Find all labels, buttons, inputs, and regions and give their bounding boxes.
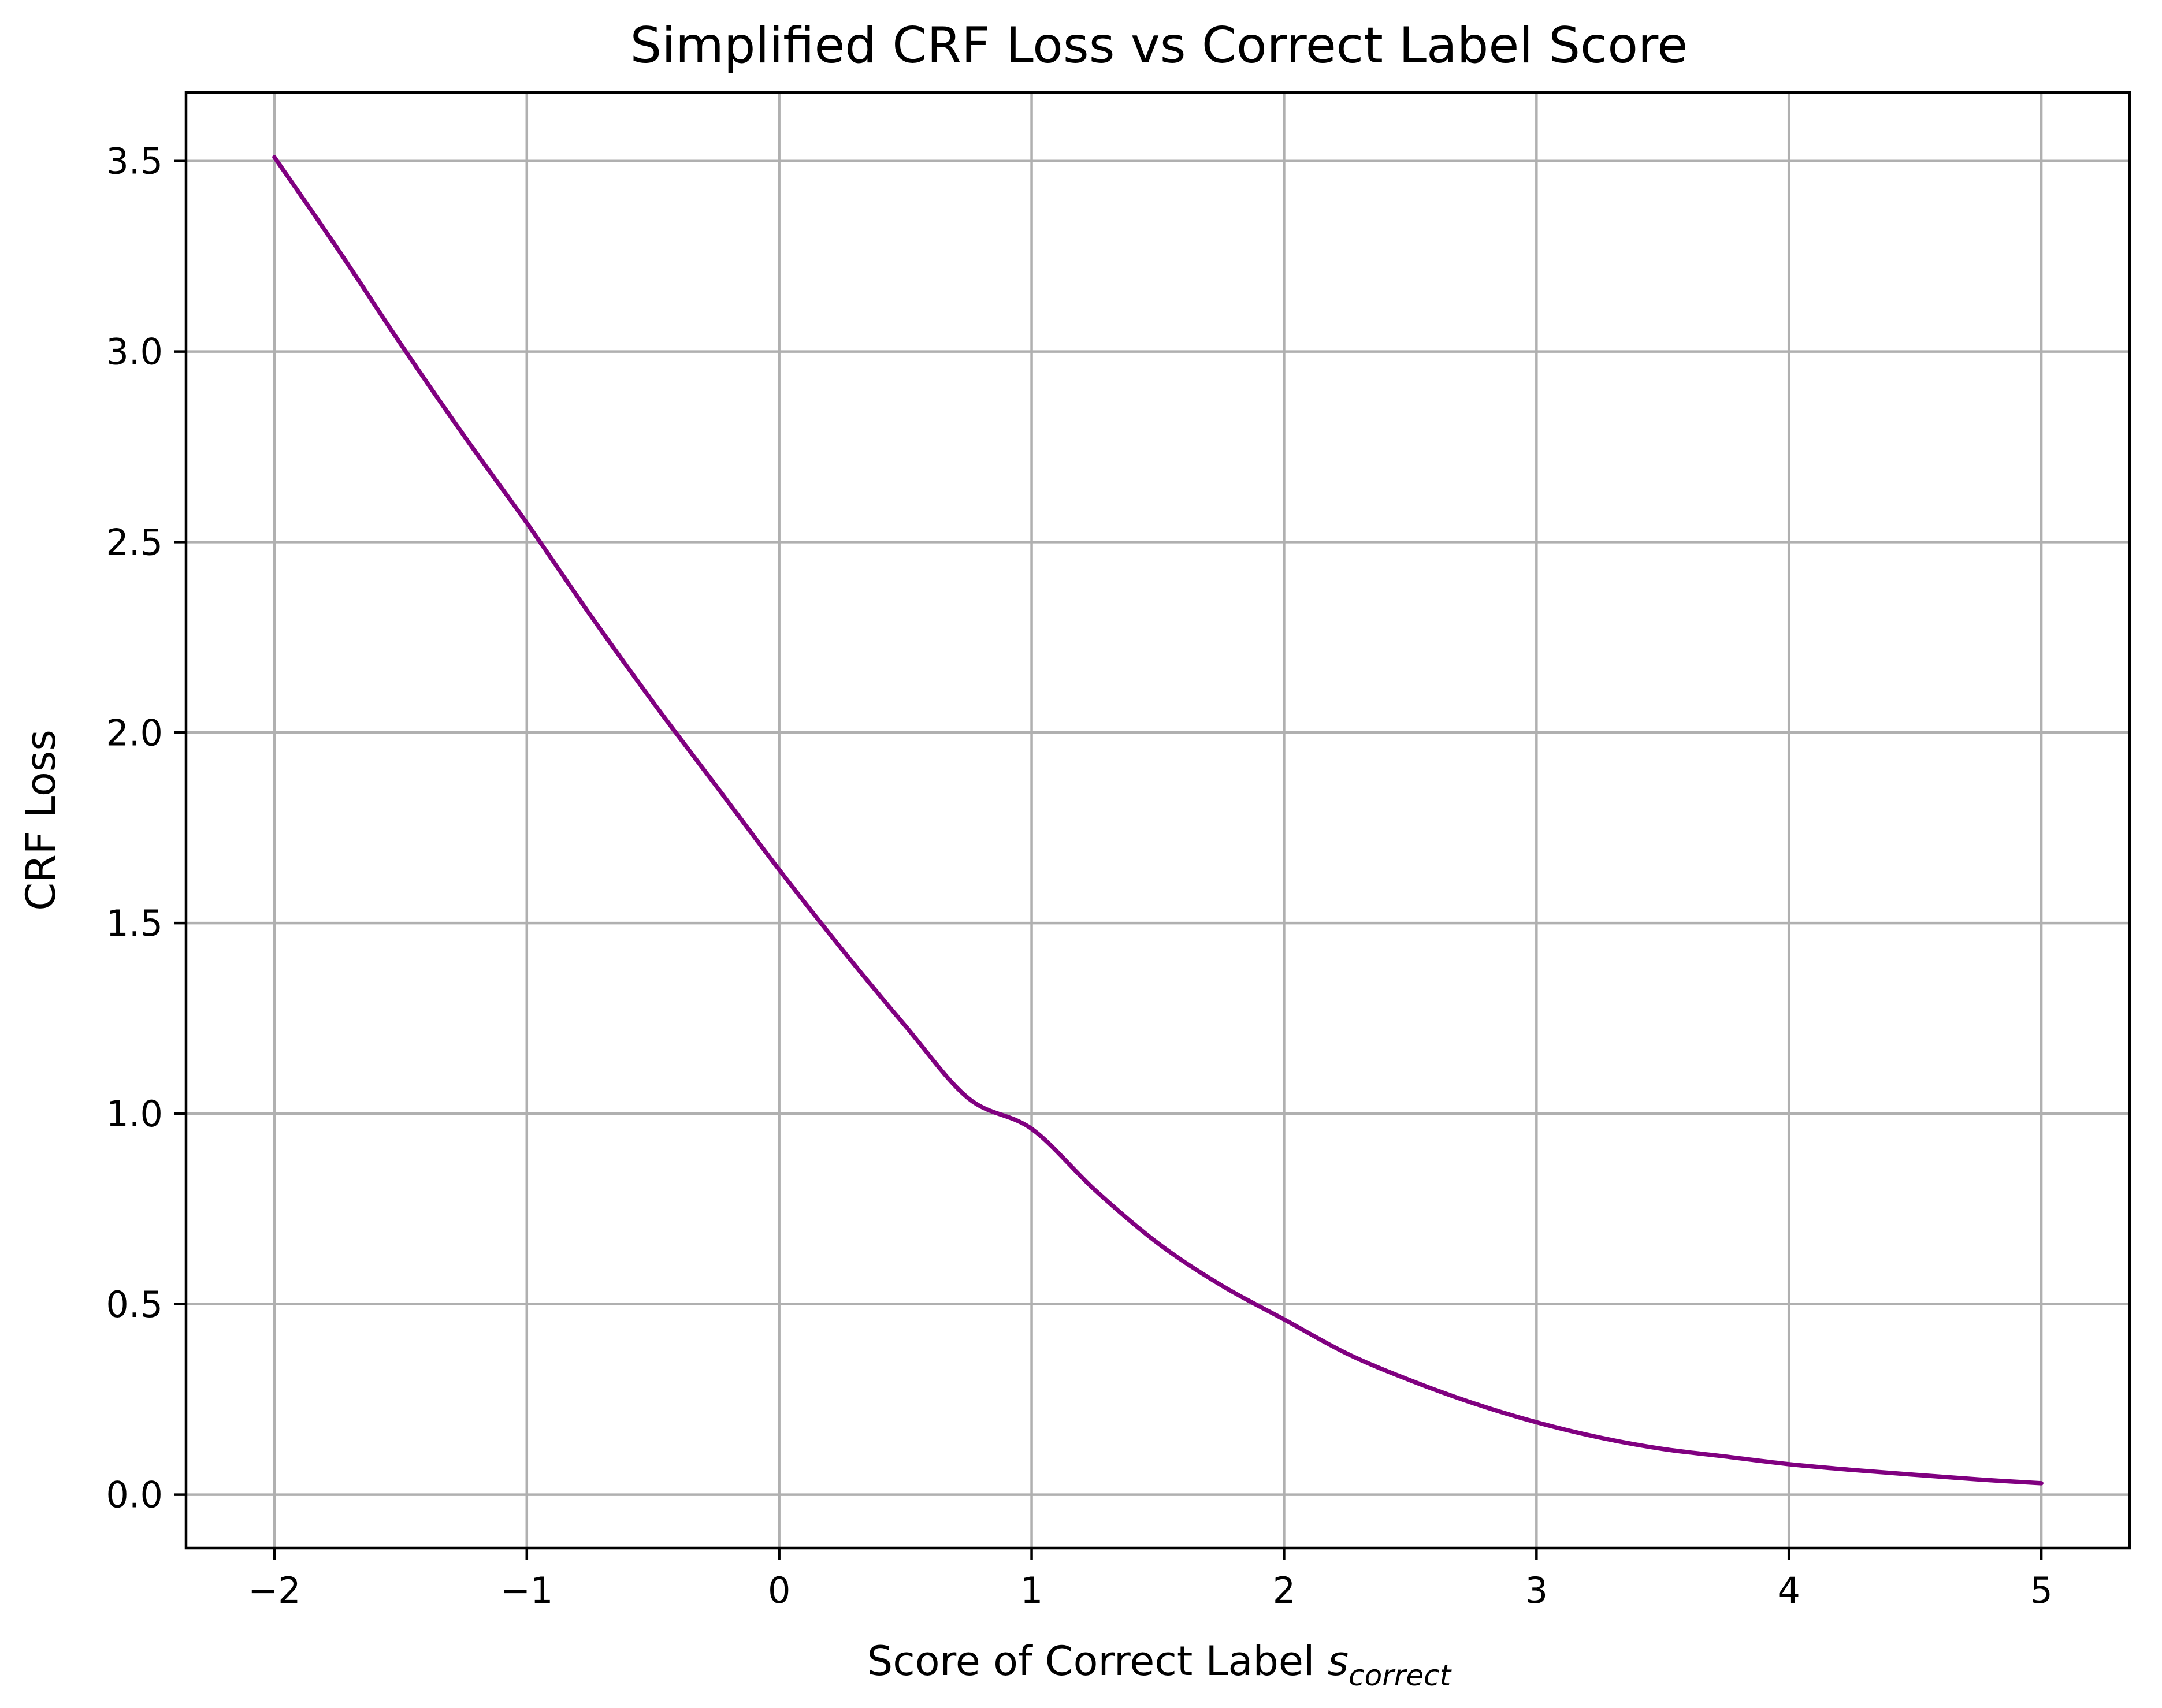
series-line bbox=[272, 155, 2044, 1486]
y-tick-label: 0.0 bbox=[106, 1474, 163, 1516]
x-tick-label: 4 bbox=[1777, 1569, 1800, 1612]
x-axis-label-subscript: correct bbox=[1349, 1659, 1452, 1692]
chart-title: Simplified CRF Loss vs Correct Label Sco… bbox=[630, 17, 1688, 75]
x-tick-label: 2 bbox=[1273, 1569, 1295, 1612]
y-tick-label: 1.0 bbox=[106, 1093, 163, 1135]
y-axis-label: CRF Loss bbox=[17, 730, 65, 911]
y-tick-label: 2.0 bbox=[106, 712, 163, 754]
x-tick-label: 0 bbox=[768, 1569, 790, 1612]
x-tick-label: 1 bbox=[1020, 1569, 1043, 1612]
x-axis-label: Score of Correct Label scorrect bbox=[867, 1638, 1453, 1692]
x-tick-label: −1 bbox=[500, 1569, 553, 1612]
x-axis-label-main: Score of Correct Label bbox=[867, 1638, 1328, 1685]
x-tick-label: 3 bbox=[1525, 1569, 1548, 1612]
y-tick-label: 0.5 bbox=[106, 1283, 163, 1326]
axis-ticks bbox=[174, 159, 2043, 1560]
y-tick-label: 3.0 bbox=[106, 331, 163, 373]
x-tick-label: −2 bbox=[248, 1569, 300, 1612]
gridlines bbox=[186, 92, 2130, 1548]
tick-labels: −2 −1 0 1 2 3 4 5 0.0 0.5 1.0 1.5 2.0 2.5 3.0 3.5 bbox=[106, 140, 2052, 1612]
plot-frame bbox=[184, 91, 2131, 1550]
y-tick-label: 3.5 bbox=[106, 140, 163, 183]
y-tick-label: 1.5 bbox=[106, 902, 163, 944]
y-tick-label: 2.5 bbox=[106, 521, 163, 563]
x-tick-label: 5 bbox=[2030, 1569, 2052, 1612]
x-axis-label-symbol: s bbox=[1328, 1638, 1349, 1685]
